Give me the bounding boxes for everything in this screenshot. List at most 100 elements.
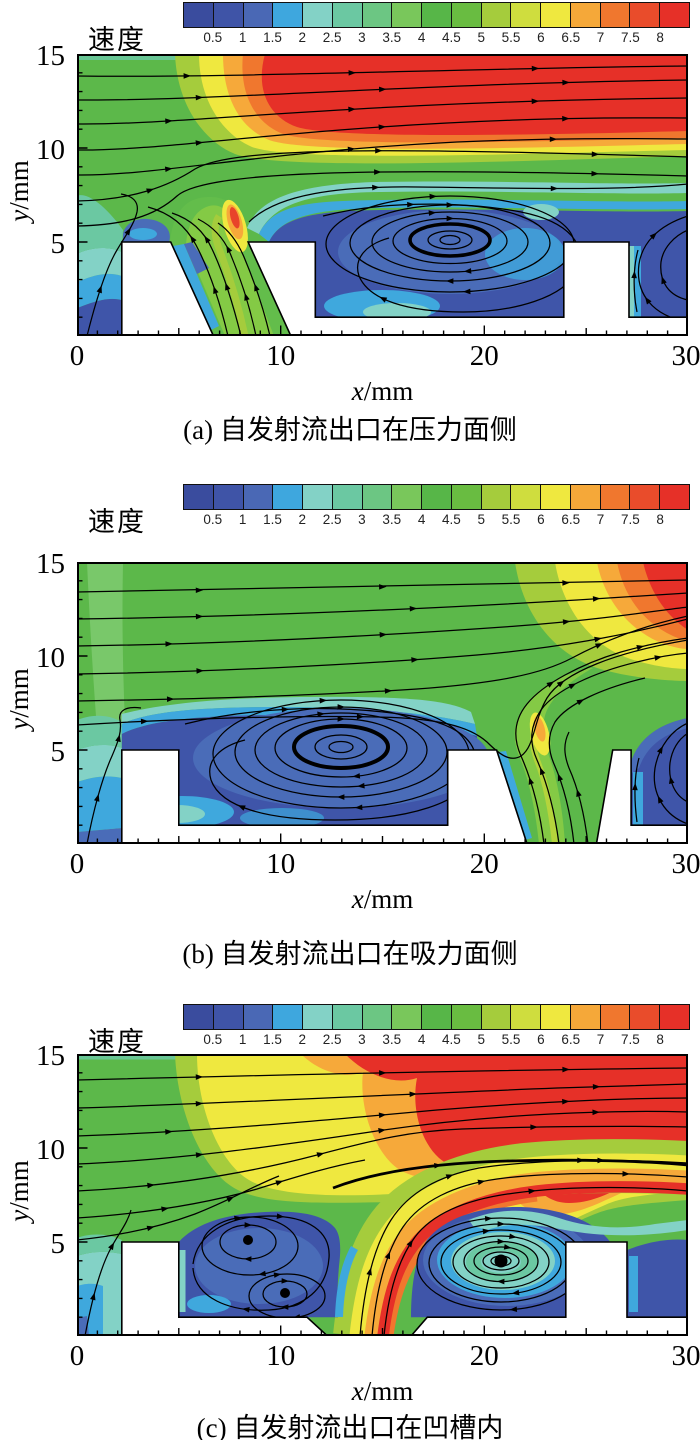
- colorbar-tick-label: 5.5: [501, 512, 521, 527]
- streamline-arrow: [657, 795, 664, 804]
- y-axis-title: y/mm: [4, 668, 34, 730]
- streamline-arrow: [407, 201, 415, 208]
- streamline-arrow: [528, 1188, 536, 1195]
- colorbar-tick-label: 4.5: [442, 1032, 461, 1047]
- colorbar-cell: [541, 485, 571, 509]
- streamline-arrow: [509, 1306, 518, 1313]
- streamline-arrow: [378, 1128, 386, 1134]
- plot-frame: [77, 1054, 688, 1336]
- colorbar-tick-label: 5.5: [501, 1032, 521, 1047]
- streamline-arrow: [93, 793, 100, 802]
- streamline-arrow: [556, 680, 565, 688]
- colorbar-cell: [332, 485, 363, 509]
- colorbar-cell: [570, 485, 601, 509]
- streamline-arrow: [166, 696, 175, 702]
- streamline-arrow: [576, 789, 582, 797]
- x-tick-label: 20: [469, 848, 499, 880]
- colorbar-cell: [541, 3, 571, 27]
- colorbar-cell: [392, 1005, 423, 1029]
- x-tick-label: 10: [266, 848, 296, 880]
- jet-hotspot: [222, 199, 248, 253]
- colorbar-cell: [422, 3, 452, 27]
- streamline-arrow: [258, 1270, 266, 1277]
- streamline-arrow: [484, 1215, 493, 1222]
- colorbar-tick-labels: 0.5 1 1.5 2 2.5 3 3.5 4 4.5 5 5.5 6 6.5 7 7.5 8: [183, 1032, 690, 1049]
- streamline-arrow: [372, 184, 380, 191]
- streamline-arrow: [562, 1066, 570, 1073]
- colorbar-tick-label: 7.5: [620, 30, 640, 45]
- streamline-arrow: [183, 73, 191, 79]
- streamline-arrow: [204, 235, 211, 244]
- y-tick-label: 15: [36, 1040, 65, 1072]
- panel-a: 速度 0.5 1 1.5 2 2.5 3 3.5 4 4.5 5 5.5 6 6.5 7 7.5 8: [0, 0, 700, 480]
- streamline-arrow: [319, 697, 328, 704]
- y-axis-title: y/mm: [4, 1160, 34, 1222]
- panel-b: 速度 0.5 1 1.5 2 2.5 3 3.5 4 4.5 5 5.5 6 6.5 7 7.5 8: [0, 482, 700, 969]
- streamline-arrow: [254, 283, 260, 292]
- colorbar: [183, 1004, 690, 1030]
- colorbar-cell: [243, 485, 274, 509]
- x-tick-label: 30: [671, 848, 700, 880]
- colorbar-cell: [184, 485, 214, 509]
- colorbar-tick-label: 2: [298, 30, 307, 45]
- streamline-arrow: [562, 580, 570, 586]
- x-tick-label: 0: [69, 1340, 85, 1372]
- colorbar-tick-label: 5: [477, 512, 485, 527]
- x-axis-title: x/mm: [351, 1376, 414, 1406]
- streamline-arrow: [237, 805, 246, 811]
- colorbar-cell: [362, 485, 393, 509]
- streamline-arrow: [352, 773, 361, 779]
- colorbar-cell: [392, 485, 423, 509]
- colorbar-cell: [451, 1005, 482, 1029]
- streamline-arrow: [550, 185, 559, 192]
- seal-geometry: [121, 1241, 688, 1336]
- colorbar-cell: [660, 3, 690, 27]
- colorbar-tick-label: 1.5: [263, 512, 282, 527]
- colorbar-tick-label: 6.5: [561, 512, 581, 527]
- streamline-arrow: [379, 296, 388, 303]
- x-tick-label: 10: [266, 1340, 296, 1372]
- colorbar-tick-label: 7: [596, 30, 605, 45]
- colorbar-cell: [273, 485, 304, 509]
- streamlines: [77, 579, 688, 844]
- colorbar-tick-label: 1: [238, 512, 247, 527]
- y-tick-label: 10: [36, 1134, 65, 1166]
- streamline-arrow: [409, 1091, 417, 1098]
- colorbar-cell: [213, 1005, 244, 1029]
- streamline-arrow: [446, 202, 454, 208]
- streamline-arrow: [276, 1213, 285, 1219]
- colorbar-cell: [303, 485, 333, 509]
- streamline-arrow: [654, 655, 663, 661]
- colorbar-tick-label: 3.5: [382, 30, 402, 45]
- streamline-arrow: [379, 631, 388, 638]
- colorbar-tick-label: 2.5: [322, 1032, 342, 1047]
- streamline-arrow: [165, 118, 173, 124]
- streamline-arrow: [195, 1152, 204, 1158]
- colorbar-tick-label: 0.5: [203, 1032, 223, 1047]
- y-tick-label: 15: [36, 548, 65, 580]
- streamline-arrow: [592, 596, 601, 602]
- streamline-arrow: [562, 1098, 570, 1105]
- colorbar-tick-labels: 0.5 1 1.5 2 2.5 3 3.5 4 4.5 5 5.5 6 6.5 7 7.5 8: [183, 512, 690, 529]
- streamline-arrow: [661, 276, 667, 285]
- colorbar-cell: [630, 3, 661, 27]
- streamline-arrow: [531, 98, 540, 105]
- streamline-arrow: [511, 1289, 520, 1296]
- colorbar-tick-label: 2.5: [322, 30, 342, 45]
- colorbar-cell: [511, 3, 542, 27]
- colorbar-tick-label: 4.5: [442, 512, 461, 527]
- streamline-arrow: [592, 1109, 600, 1116]
- streamline-arrow: [477, 1179, 486, 1186]
- streamlines: [77, 1066, 688, 1336]
- colorbar-cell: [303, 1005, 333, 1029]
- x-tick-label: 0: [69, 848, 85, 880]
- colorbar-tick-label: 7: [596, 512, 605, 527]
- plot-frame: [77, 54, 688, 336]
- streamline-arrow: [354, 804, 363, 811]
- colorbar-cell: [392, 3, 423, 27]
- streamline-arrow: [195, 140, 204, 146]
- colorbar-cell: [362, 1005, 393, 1029]
- streamline-arrow: [378, 1112, 387, 1119]
- streamline-arrow: [347, 146, 356, 153]
